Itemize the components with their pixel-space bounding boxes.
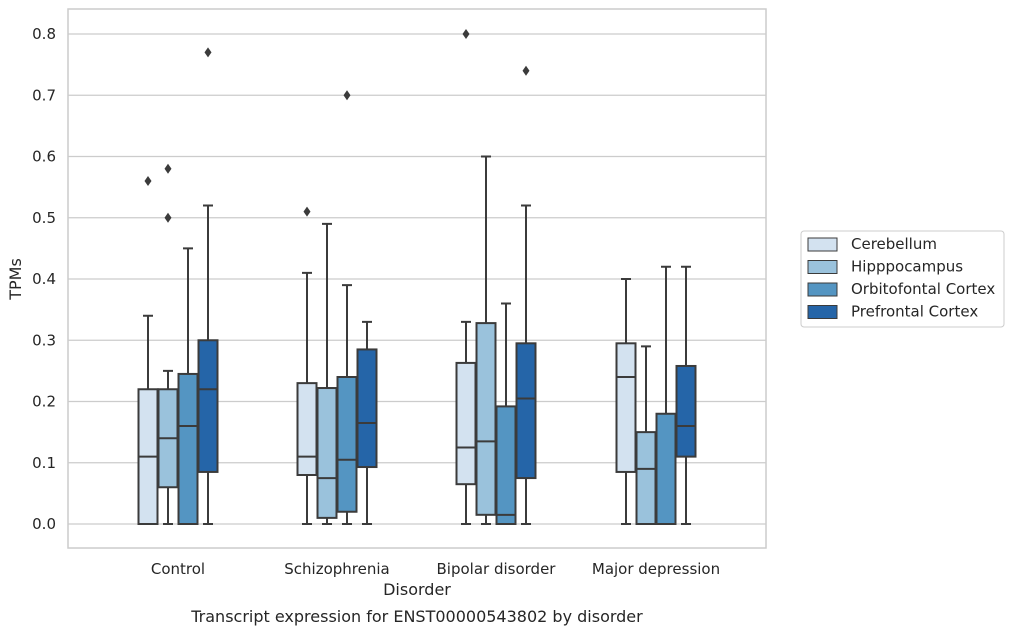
box (455, 361, 477, 486)
box (495, 405, 517, 525)
outlier-point (522, 65, 530, 76)
box (316, 387, 338, 519)
legend-frame (800, 230, 1005, 328)
legend-swatch (807, 282, 838, 297)
box-group (515, 65, 537, 525)
legend-label: Prefrontal Cortex (851, 303, 978, 321)
box-group (137, 176, 159, 525)
outlier-point (343, 90, 351, 101)
y-tick-label: 0.4 (32, 270, 56, 288)
outlier-point (303, 206, 311, 217)
y-tick-labels: 0.0 0.1 0.2 0.3 0.4 0.5 0.6 0.7 0.8 (32, 25, 56, 533)
box (655, 412, 677, 525)
box (356, 348, 378, 469)
y-tick-label: 0.3 (32, 331, 56, 349)
y-tick-label: 0.6 (32, 148, 56, 166)
x-tick-label: Control (151, 560, 205, 578)
box (296, 382, 318, 476)
legend-label: Cerebellum (851, 235, 937, 253)
y-tick-label: 0.0 (32, 515, 56, 533)
chart-caption: Transcript expression for ENST0000054380… (190, 607, 643, 626)
legend: Cerebellum Hipppocampus Orbitofontal Corte… (800, 230, 1005, 328)
box-group (615, 278, 637, 525)
box (197, 339, 219, 473)
box-group (675, 265, 697, 525)
box (336, 376, 358, 513)
box (635, 431, 657, 525)
x-tick-labels: Control Schizophrenia Bipolar disorder Majo… (151, 560, 720, 578)
x-tick-label: Major depression (592, 560, 720, 578)
box-group (495, 302, 517, 525)
legend-label: Hipppocampus (851, 258, 963, 276)
outlier-point (144, 176, 152, 186)
legend-label: Orbitofontal Cortex (851, 280, 995, 298)
x-tick-label: Bipolar disorder (437, 560, 557, 578)
y-tick-label: 0.5 (32, 209, 56, 227)
y-tick-label: 0.8 (32, 25, 56, 43)
box (675, 364, 697, 458)
legend-swatch (807, 237, 838, 252)
x-tick-label: Schizophrenia (284, 560, 389, 578)
outlier-point (164, 212, 172, 223)
outlier-point (204, 47, 212, 58)
x-axis-label: Disorder (383, 580, 451, 599)
y-tick-label: 0.1 (32, 454, 56, 472)
box-group (655, 265, 677, 525)
y-tick-label: 0.7 (32, 86, 56, 104)
box-group (356, 320, 378, 525)
box (515, 342, 537, 480)
box-groups (137, 29, 697, 525)
box-group (197, 47, 219, 525)
outlier-point (462, 29, 470, 39)
outlier-point (164, 163, 172, 174)
box (177, 372, 199, 525)
box-group (475, 155, 497, 525)
legend-swatch (807, 305, 838, 319)
box-group (296, 206, 318, 525)
y-axis-label: TPMs (6, 258, 25, 301)
box (615, 342, 637, 473)
y-tick-label: 0.2 (32, 393, 56, 411)
legend-swatch (807, 260, 838, 274)
box (475, 322, 497, 516)
